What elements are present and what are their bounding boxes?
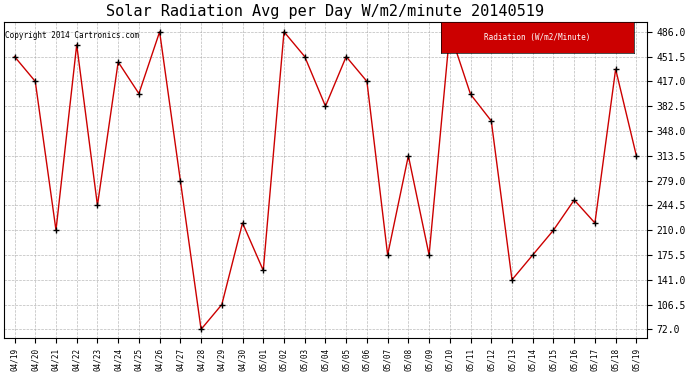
Title: Solar Radiation Avg per Day W/m2/minute 20140519: Solar Radiation Avg per Day W/m2/minute … (106, 4, 544, 19)
Text: Copyright 2014 Cartronics.com: Copyright 2014 Cartronics.com (5, 31, 139, 40)
